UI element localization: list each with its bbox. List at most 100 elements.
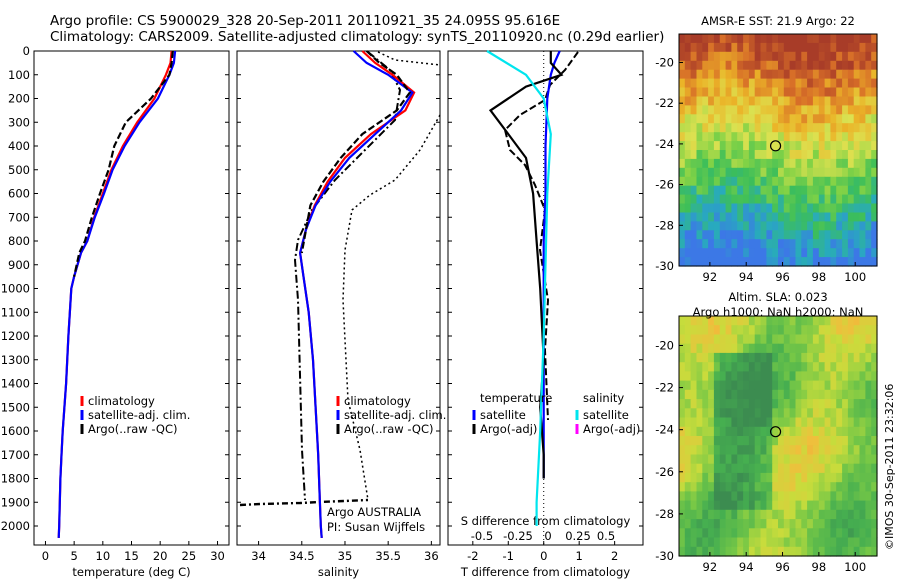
map-cell xyxy=(830,87,837,97)
map-cell xyxy=(725,528,732,539)
map-cell xyxy=(708,426,715,437)
map-cell xyxy=(708,399,715,409)
map-cell xyxy=(778,78,785,89)
map-cell xyxy=(812,248,820,258)
map-cell xyxy=(783,78,791,89)
map-cell xyxy=(737,167,744,178)
map-cell xyxy=(690,528,697,539)
x-tick-label: 1 xyxy=(576,549,583,563)
map-cell xyxy=(737,248,744,258)
map-cell xyxy=(836,472,843,483)
map-cell xyxy=(743,51,750,62)
map-cell xyxy=(696,316,703,326)
map-cell xyxy=(708,203,715,213)
map-cell xyxy=(824,500,831,511)
map-cell xyxy=(836,454,843,465)
y-tick-label: 400 xyxy=(8,139,30,153)
map-cell xyxy=(743,78,750,89)
map-cell xyxy=(871,399,878,409)
map-cell xyxy=(865,221,872,231)
map-cell xyxy=(725,194,732,205)
map-cell xyxy=(812,371,820,382)
map-cell xyxy=(830,500,837,511)
map-cell xyxy=(737,426,744,437)
map-cell xyxy=(836,528,843,539)
map-cell xyxy=(778,248,785,258)
map-cell xyxy=(836,167,843,178)
map-cell xyxy=(801,408,808,419)
map-cell xyxy=(847,417,855,428)
map-cell xyxy=(748,509,756,520)
map-cell xyxy=(696,491,703,502)
map-cell xyxy=(754,78,762,89)
map-cell xyxy=(766,316,773,326)
map-cell xyxy=(859,96,866,106)
map-cell xyxy=(696,408,703,419)
map-cell xyxy=(737,114,744,124)
map-cell xyxy=(865,371,872,382)
map-cell xyxy=(824,463,831,474)
map-cell xyxy=(684,537,692,548)
map-cell xyxy=(679,185,686,196)
map-cell xyxy=(789,352,796,363)
map-cell xyxy=(725,123,732,133)
map-cell xyxy=(801,114,808,124)
map-cell xyxy=(754,537,762,548)
map-cell xyxy=(713,42,721,53)
map-cell xyxy=(748,230,756,240)
map-cell xyxy=(743,546,750,557)
map-x-tick-label: 98 xyxy=(812,270,827,284)
map-cell xyxy=(847,343,855,354)
map-cell xyxy=(853,482,861,492)
map-cell xyxy=(865,78,872,89)
map-cell xyxy=(847,519,855,529)
map-cell xyxy=(842,491,849,502)
map-cell xyxy=(824,87,831,97)
map-cell xyxy=(865,343,872,354)
x-tick-label: 5 xyxy=(70,549,77,563)
map-cell xyxy=(836,334,843,345)
map-cell xyxy=(731,500,738,511)
map-cell xyxy=(690,42,697,53)
map-cell xyxy=(842,389,849,400)
map-cell xyxy=(696,221,703,231)
map-cell xyxy=(859,362,866,372)
map-cell xyxy=(842,158,849,169)
map-cell xyxy=(824,436,831,446)
map-cell xyxy=(871,203,878,213)
map-cell xyxy=(754,399,762,409)
map-cell xyxy=(847,399,855,409)
map-cell xyxy=(818,221,826,231)
map-cell xyxy=(836,537,843,548)
map-cell xyxy=(865,51,872,62)
map-cell xyxy=(766,87,773,97)
map-cell xyxy=(778,239,785,249)
map-cell xyxy=(766,167,773,178)
map-cell xyxy=(830,362,837,372)
map-cell xyxy=(702,141,709,151)
map-cell xyxy=(731,230,738,240)
map-cell xyxy=(818,123,826,133)
map-cell xyxy=(708,343,715,354)
map-cell xyxy=(783,325,791,335)
map-cell xyxy=(737,528,744,539)
map-cell xyxy=(789,78,796,89)
map-cell xyxy=(795,509,802,520)
map-cell xyxy=(737,87,744,97)
map-cell xyxy=(743,509,750,520)
map-cell xyxy=(760,371,767,382)
map-cell xyxy=(772,343,779,354)
map-cell xyxy=(679,78,686,89)
map-cell xyxy=(783,167,791,178)
map-cell xyxy=(766,426,773,437)
map-cell xyxy=(801,105,808,115)
map-cell xyxy=(853,34,861,44)
map-cell xyxy=(801,87,808,97)
map-cell xyxy=(748,417,756,428)
map-cell xyxy=(812,176,820,187)
map-cell xyxy=(801,445,808,455)
map-cell xyxy=(743,194,750,205)
map-cell xyxy=(772,96,779,106)
map-cell xyxy=(719,362,727,372)
map-cell xyxy=(847,316,855,326)
